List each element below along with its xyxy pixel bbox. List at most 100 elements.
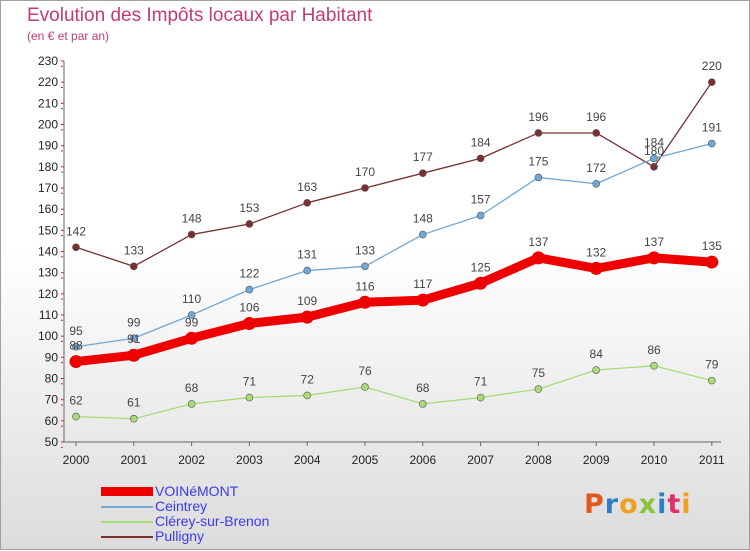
y-tick-label: 100	[38, 329, 58, 343]
data-label: 191	[702, 121, 722, 135]
data-point	[130, 262, 138, 271]
data-point	[187, 400, 196, 408]
data-point	[361, 184, 369, 192]
data-label: 196	[528, 110, 548, 124]
data-label: 125	[471, 260, 491, 274]
data-label: 61	[127, 396, 141, 410]
data-point	[534, 385, 543, 393]
data-point	[361, 383, 369, 391]
data-label: 72	[301, 372, 315, 386]
data-point	[300, 310, 314, 324]
data-point	[127, 348, 141, 362]
data-point	[531, 251, 545, 265]
data-point	[647, 251, 661, 265]
y-tick-label: 110	[39, 308, 58, 322]
data-label: 99	[127, 315, 141, 329]
data-point	[185, 331, 199, 345]
x-tick-label: 2000	[63, 453, 90, 467]
data-point	[589, 261, 603, 275]
data-point	[707, 139, 716, 148]
data-point	[707, 376, 716, 385]
y-tick-label: 50	[45, 435, 59, 449]
data-label: 106	[239, 300, 259, 314]
logo-letter: t	[667, 489, 682, 520]
data-label: 172	[586, 161, 606, 175]
legend-swatch-ceintrey	[101, 506, 153, 508]
x-tick-label: 2005	[352, 453, 379, 467]
x-tick-label: 2011	[699, 453, 725, 467]
data-point	[245, 285, 254, 294]
data-label: 180	[644, 144, 664, 158]
data-point	[476, 393, 485, 402]
data-label: 75	[532, 366, 546, 380]
data-point	[592, 366, 601, 374]
data-point	[534, 173, 543, 182]
data-point	[187, 230, 196, 239]
data-point	[476, 154, 485, 163]
data-point	[592, 129, 601, 137]
logo-letter: i	[657, 489, 668, 520]
data-point	[418, 230, 427, 239]
data-label: 95	[69, 324, 83, 338]
x-tick-label: 2006	[409, 453, 436, 467]
series-line-0	[71, 253, 717, 367]
y-tick-label: 140	[38, 245, 58, 259]
data-point	[72, 243, 80, 252]
logo-letter: r	[604, 489, 620, 520]
data-point	[245, 220, 254, 228]
data-point	[418, 400, 427, 408]
data-point	[534, 129, 543, 137]
y-tick-label: 210	[38, 96, 58, 110]
y-tick-label: 180	[38, 160, 58, 174]
data-point	[242, 316, 256, 330]
data-point	[130, 334, 138, 343]
data-point	[592, 179, 601, 188]
legend-swatch-clerey	[101, 521, 153, 523]
proxiti-logo: Proxiti	[584, 489, 692, 520]
y-tick-label: 170	[38, 181, 58, 195]
data-label: 175	[528, 154, 548, 168]
data-label: 133	[355, 243, 375, 257]
data-label: 88	[69, 339, 83, 353]
y-tick-label: 200	[38, 118, 58, 132]
x-tick-label: 2010	[641, 453, 668, 467]
legend-label: Ceintrey	[155, 498, 208, 514]
legend-label: Clérey-sur-Brenon	[155, 513, 270, 529]
data-point	[705, 255, 719, 269]
data-label: 91	[127, 332, 141, 346]
data-label: 84	[590, 347, 604, 361]
data-label: 71	[474, 375, 488, 389]
y-tick-label: 220	[38, 75, 58, 89]
data-label: 142	[66, 224, 86, 238]
legend-label: VOINéMONT	[155, 483, 239, 499]
y-tick-label: 130	[38, 266, 58, 280]
data-point	[303, 391, 312, 400]
data-label: 99	[185, 315, 199, 329]
y-tick-label: 150	[38, 223, 58, 237]
data-label: 170	[355, 165, 375, 179]
data-label: 71	[243, 375, 257, 389]
data-label: 148	[182, 212, 202, 226]
y-tick-label: 80	[45, 372, 59, 386]
data-label: 79	[705, 358, 719, 372]
data-label: 135	[702, 239, 722, 253]
x-tick-label: 2008	[525, 453, 552, 467]
series-line-1	[75, 142, 713, 348]
data-label: 116	[355, 279, 374, 293]
x-tick-label: 2004	[294, 453, 321, 467]
data-label: 153	[239, 201, 259, 215]
data-label: 220	[702, 59, 722, 73]
data-label: 109	[297, 294, 317, 308]
x-tick-label: 2001	[120, 453, 147, 467]
data-point	[650, 361, 658, 370]
data-point	[361, 262, 369, 271]
legend-swatch-voinemont	[101, 487, 153, 496]
data-label: 117	[413, 277, 432, 291]
series-line-2	[75, 365, 713, 420]
data-point	[303, 199, 312, 207]
y-tick-label: 160	[38, 202, 58, 216]
legend-swatch-pulligny	[101, 536, 153, 538]
data-label: 157	[471, 193, 491, 207]
data-label: 76	[358, 364, 372, 378]
